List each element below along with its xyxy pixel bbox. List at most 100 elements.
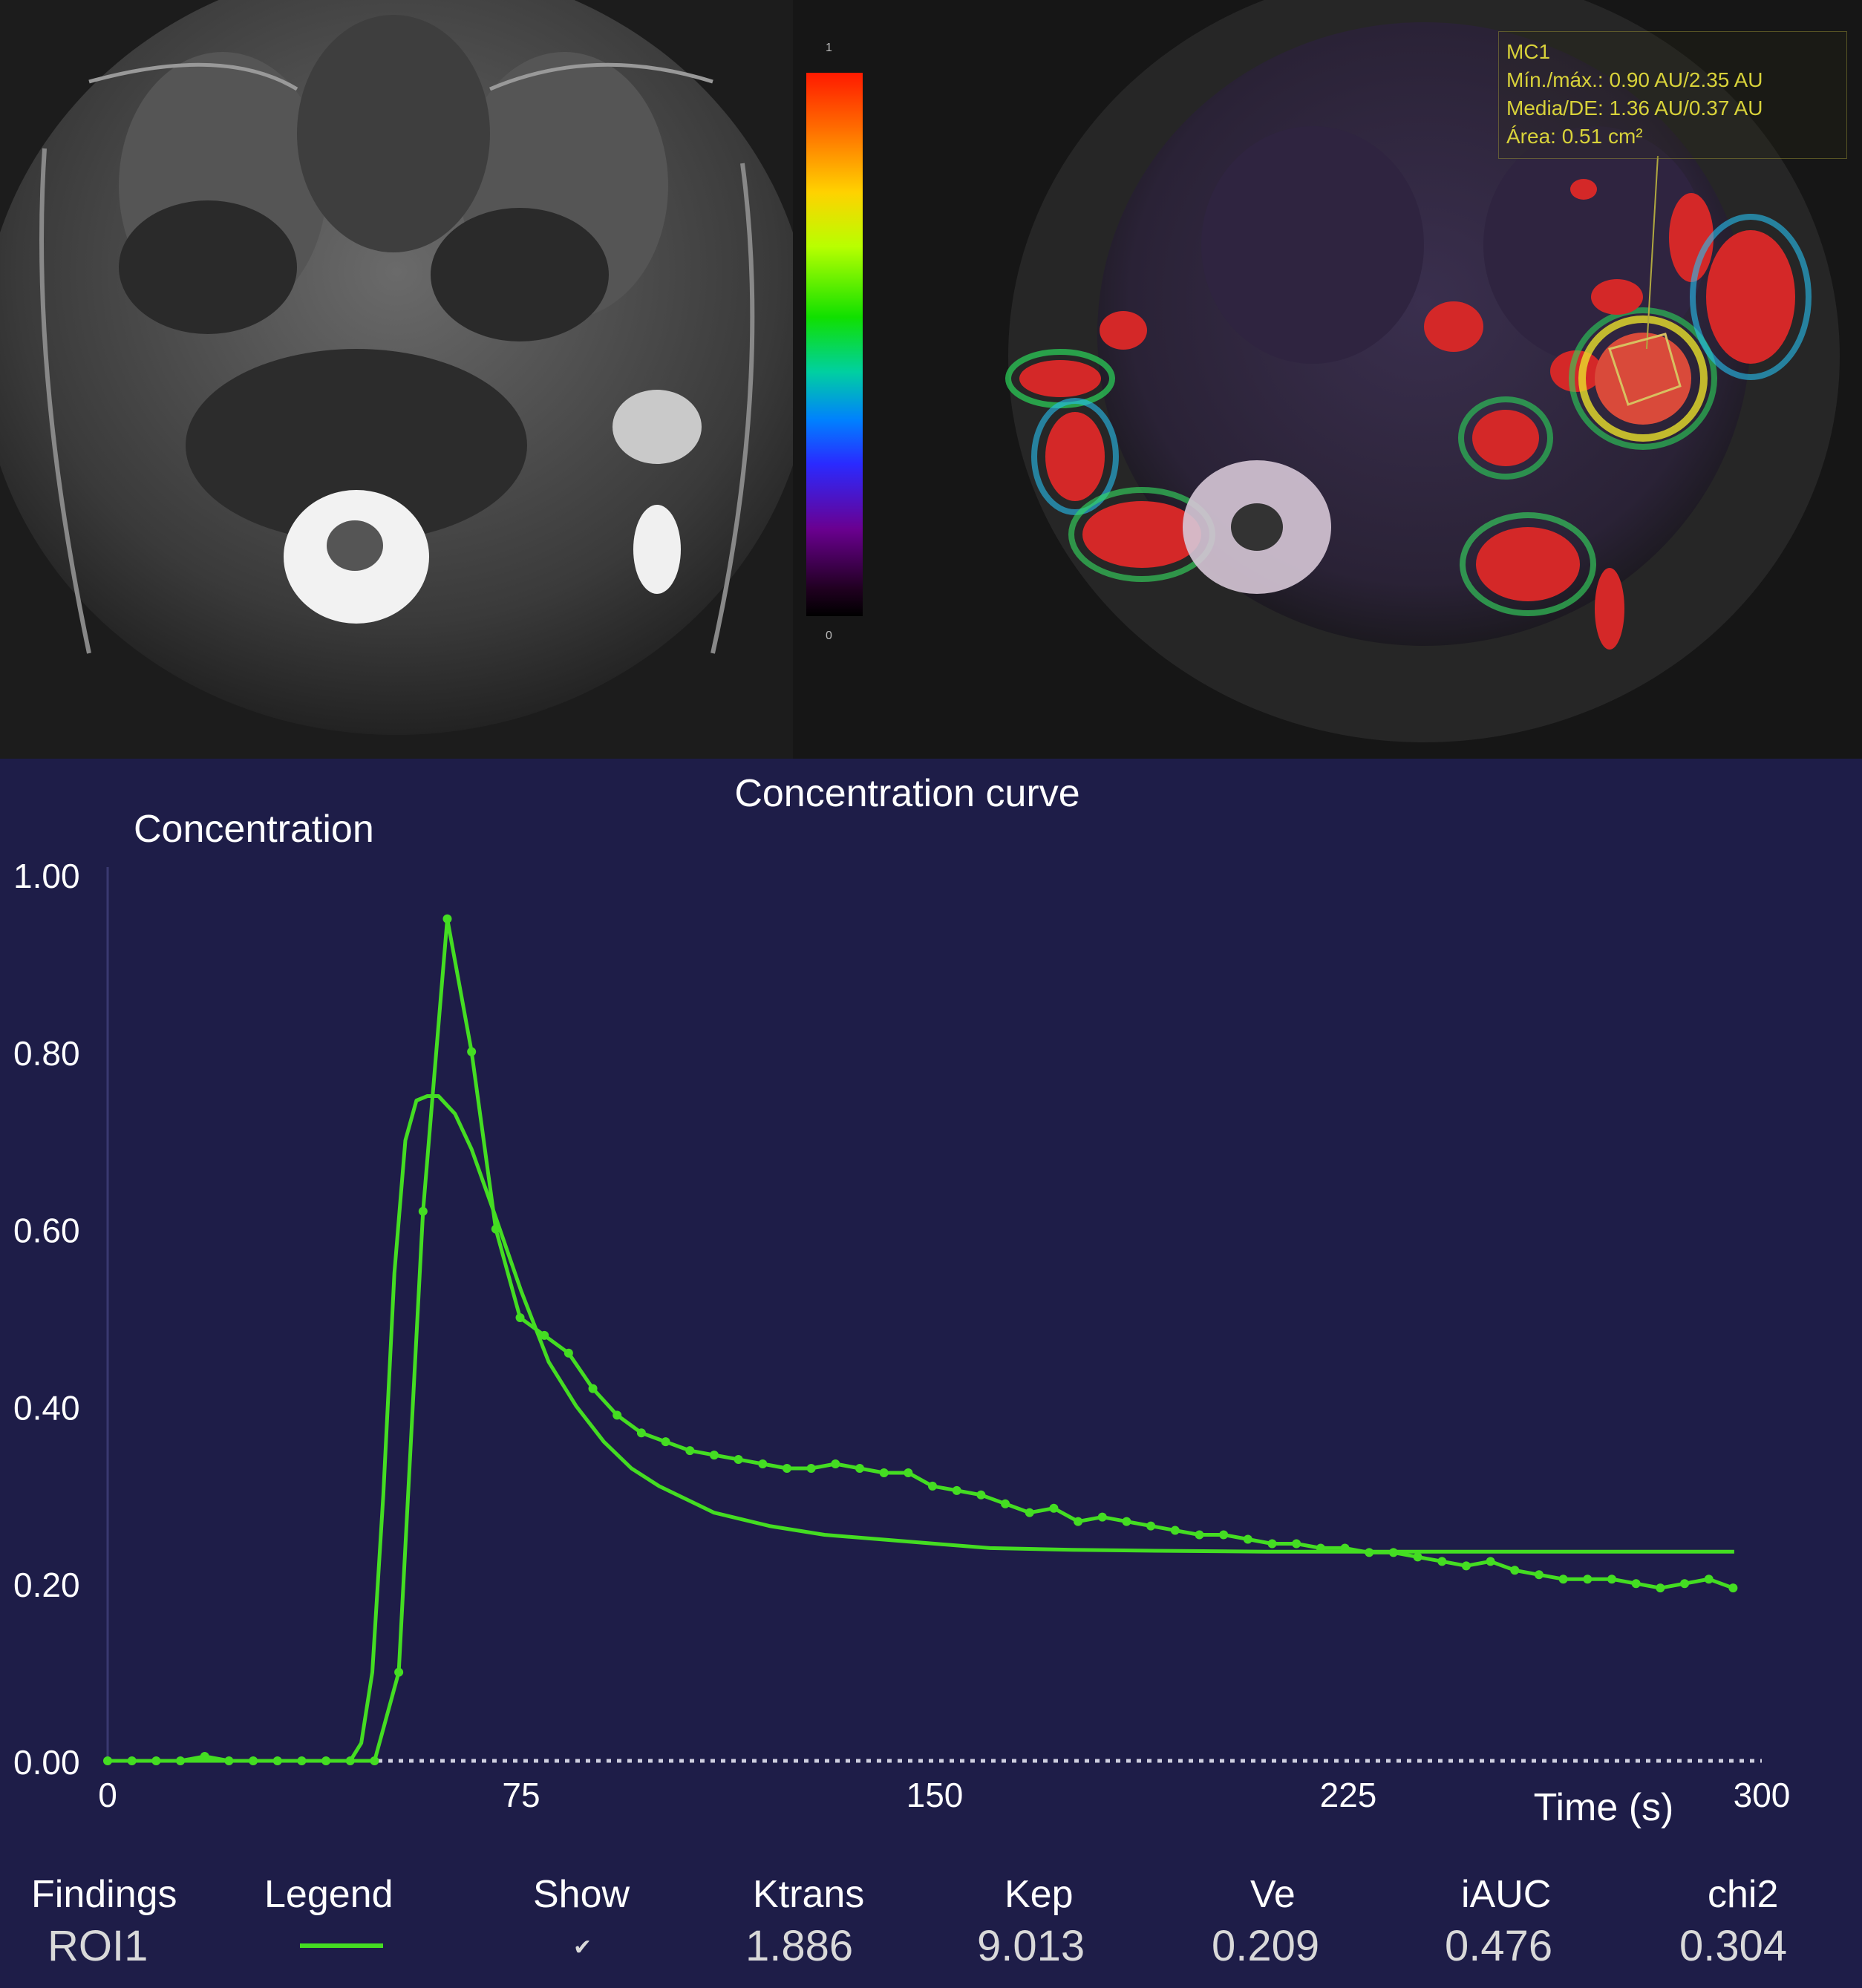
data-point: [952, 1485, 961, 1495]
y-tick-label: 0.60: [13, 1212, 80, 1250]
roi-minmax: Mín./máx.: 0.90 AU/2.35 AU: [1506, 68, 1763, 91]
data-point: [1292, 1539, 1301, 1549]
data-point: [394, 1667, 404, 1677]
data-point: [831, 1459, 840, 1469]
data-point: [709, 1451, 719, 1460]
roi-title: MC1: [1506, 40, 1551, 63]
x-tick-label: 300: [1734, 1776, 1791, 1814]
data-point: [564, 1348, 573, 1358]
y-tick-label: 1.00: [13, 857, 80, 895]
colorbar-max-label: 1: [826, 42, 832, 54]
data-point: [976, 1490, 986, 1500]
data-point: [1413, 1552, 1422, 1562]
data-point: [1486, 1557, 1495, 1566]
x-axis-label: Time (s): [1534, 1786, 1674, 1829]
header-legend: Legend: [264, 1873, 393, 1916]
data-point: [1267, 1539, 1277, 1549]
value-ktrans: 1.886: [745, 1922, 854, 1970]
data-point: [200, 1752, 209, 1762]
value-ve: 0.209: [1212, 1922, 1320, 1970]
value-kep: 9.013: [977, 1922, 1085, 1970]
concentration-chart: Concentration curve Concentration Time (…: [0, 759, 1862, 1988]
data-point: [636, 1428, 646, 1438]
series-line-fit: [108, 1094, 1734, 1763]
data-point: [442, 914, 452, 923]
roi-area: Área: 0.51 cm²: [1506, 125, 1643, 148]
header-chi2: chi2: [1708, 1873, 1779, 1916]
data-point: [1025, 1508, 1034, 1517]
findings-table: Findings Legend Show Ktrans Kep Ve iAUC …: [0, 1856, 1862, 1988]
header-iauc: iAUC: [1461, 1873, 1552, 1916]
data-point: [1243, 1534, 1252, 1544]
chart-series: [103, 914, 1738, 1765]
chart-title: Concentration curve: [734, 772, 1079, 815]
data-point: [612, 1410, 622, 1420]
data-point: [418, 1206, 428, 1216]
data-point: [1219, 1530, 1229, 1540]
x-tick-label: 225: [1320, 1776, 1377, 1814]
data-point: [1170, 1526, 1180, 1535]
image-panels: 1 0 MC1 Mín./máx.: 0.90 AU/2.35 AU Media…: [0, 0, 1862, 759]
y-tick-label: 0.20: [13, 1566, 80, 1604]
data-point: [1461, 1561, 1471, 1571]
data-point: [661, 1437, 670, 1447]
data-point: [758, 1459, 768, 1469]
data-point: [588, 1384, 598, 1393]
header-findings: Findings: [31, 1873, 177, 1916]
mri-t2-drawing: [0, 0, 793, 759]
data-point: [1097, 1512, 1107, 1522]
data-point: [1728, 1583, 1738, 1593]
data-point: [734, 1455, 743, 1465]
x-tick-label: 75: [502, 1776, 540, 1814]
data-point: [515, 1313, 525, 1322]
series-line-measured: [108, 917, 1734, 1763]
data-point: [370, 1756, 379, 1765]
data-point: [904, 1468, 913, 1477]
data-point: [1195, 1530, 1204, 1540]
header-ve: Ve: [1250, 1873, 1296, 1916]
data-point: [1074, 1517, 1083, 1526]
data-point: [1001, 1499, 1010, 1508]
data-point: [467, 1047, 477, 1056]
chart-svg: Concentration curve Concentration Time (…: [13, 772, 1790, 1829]
colorbar-min-label: 0: [826, 630, 832, 642]
show-checkbox[interactable]: ✔: [573, 1935, 592, 1960]
data-point: [782, 1463, 791, 1473]
data-point: [806, 1463, 816, 1473]
data-point: [1558, 1575, 1568, 1584]
y-tick-label: 0.00: [13, 1743, 80, 1782]
finding-roi-name[interactable]: ROI1: [48, 1922, 148, 1970]
data-point: [1510, 1566, 1520, 1575]
data-point: [879, 1468, 889, 1477]
data-point: [1146, 1521, 1156, 1531]
y-axis-label: Concentration: [134, 808, 374, 851]
header-ktrans: Ktrans: [753, 1873, 865, 1916]
header-show: Show: [533, 1873, 630, 1916]
data-point: [1437, 1557, 1447, 1566]
colorbar: [806, 73, 863, 616]
data-point: [1680, 1579, 1690, 1589]
data-point: [685, 1446, 695, 1456]
roi-stats-overlay: MC1 Mín./máx.: 0.90 AU/2.35 AU Media/DE:…: [1498, 31, 1847, 159]
x-tick-label: 0: [98, 1776, 117, 1814]
roi-mean-sd: Media/DE: 1.36 AU/0.37 AU: [1506, 97, 1763, 120]
y-tick-label: 0.80: [13, 1034, 80, 1073]
data-point: [1631, 1579, 1641, 1589]
value-chi2: 0.304: [1679, 1922, 1788, 1970]
data-point: [1656, 1583, 1665, 1593]
data-point: [540, 1330, 549, 1340]
value-iauc: 0.476: [1445, 1922, 1553, 1970]
data-point: [1704, 1575, 1714, 1584]
data-point: [855, 1463, 864, 1473]
data-point: [1049, 1503, 1059, 1513]
data-point: [928, 1481, 938, 1491]
legend-line-swatch: [300, 1943, 383, 1948]
data-point: [1534, 1570, 1544, 1580]
y-tick-label: 0.40: [13, 1388, 80, 1427]
x-tick-label: 150: [906, 1776, 964, 1814]
data-point: [1122, 1517, 1131, 1526]
data-point: [1607, 1575, 1616, 1584]
data-point: [1583, 1575, 1592, 1584]
perfusion-map-image: [793, 0, 1862, 759]
chart-axes: 0.00 0.20 0.40 0.60 0.80 1.00 0 75 150 225 300: [13, 857, 1790, 1814]
